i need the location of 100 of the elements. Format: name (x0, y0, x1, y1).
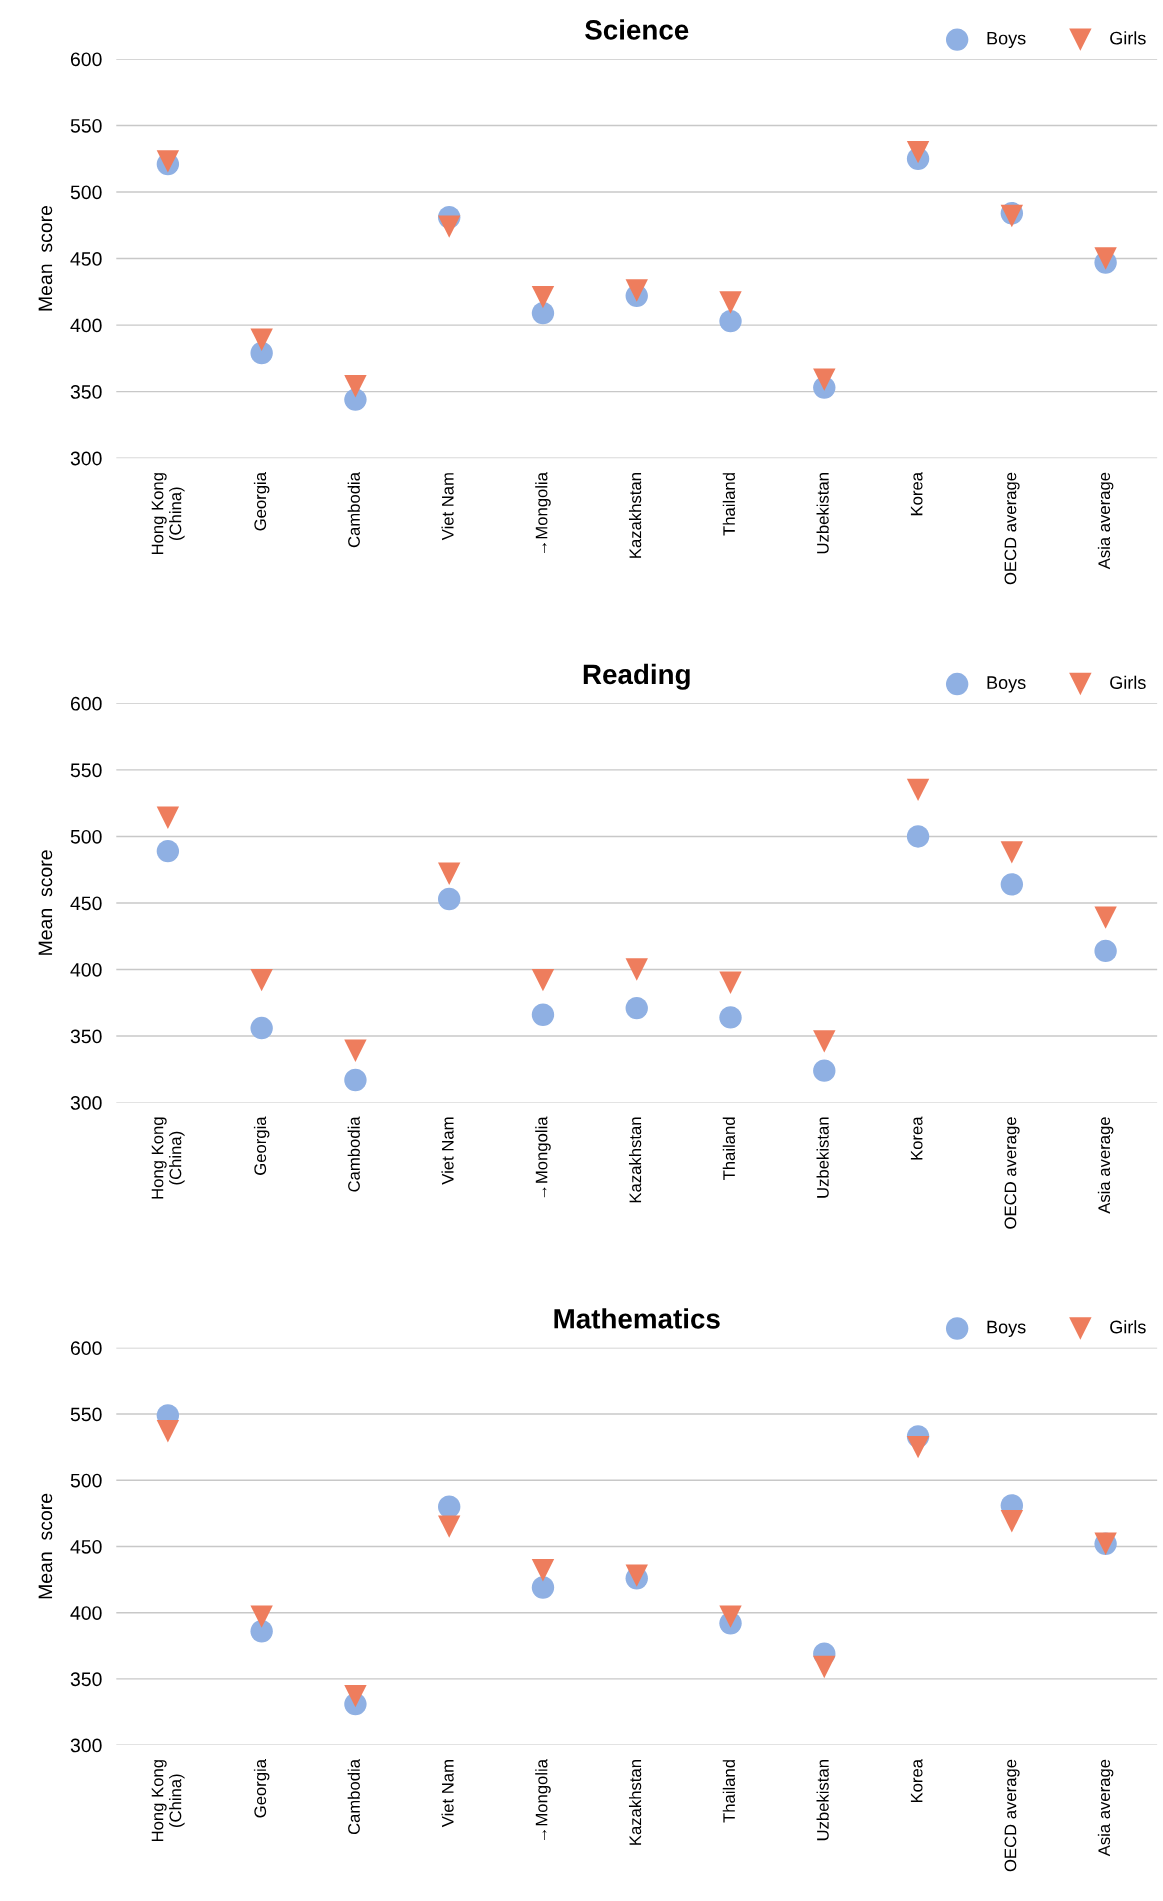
y-tick-label: 500 (70, 1473, 102, 1488)
y-tick-label: 500 (70, 185, 102, 200)
point (438, 215, 461, 238)
x-tick-label: Viet Nam (441, 1117, 454, 1185)
point (625, 996, 648, 1020)
x-tick-label: Cambodia (347, 1759, 360, 1835)
point (344, 1039, 367, 1062)
y-tick-label: 550 (70, 763, 102, 778)
x-tick-label: →Mongolia (535, 1116, 551, 1198)
y-tick-label: 350 (70, 1029, 102, 1044)
point (1094, 906, 1117, 929)
x-tick-label: Georgia (253, 1116, 270, 1175)
x-tick-label: Kazakhstan (628, 1760, 642, 1845)
point (531, 1576, 555, 1599)
chart-title: Reading (583, 663, 690, 690)
point (719, 291, 742, 314)
point (906, 825, 930, 848)
chart-title: Mathematics (554, 1308, 720, 1329)
point (531, 301, 555, 325)
point (1000, 841, 1024, 864)
point (531, 285, 555, 309)
point (719, 309, 742, 333)
point (906, 140, 930, 164)
point (344, 1684, 367, 1708)
y-tick-label: 450 (70, 1539, 102, 1554)
x-tick-label: Hong Kong (China) (151, 473, 185, 555)
point (250, 1620, 273, 1643)
point (719, 1006, 742, 1029)
y-tick-label: 300 (70, 1738, 102, 1753)
legend-label: Boys (987, 676, 1026, 693)
x-tick-label: Korea (910, 1759, 923, 1803)
x-tick-label: OECD average (1004, 1117, 1020, 1229)
x-tick-label: Cambodia (347, 1116, 360, 1192)
x-tick-label: Thailand (722, 1760, 735, 1823)
point (250, 1016, 273, 1040)
x-tick-label: →Mongolia (535, 1759, 551, 1840)
y-axis-title: Mean score (38, 850, 53, 955)
point (438, 1495, 461, 1518)
y-tick-label: 450 (70, 252, 102, 266)
x-tick-label: Georgia (253, 1759, 270, 1818)
x-tick-label: OECD average (1004, 1759, 1020, 1872)
x-tick-label: Cambodia (347, 472, 360, 548)
legend-label: Girls (1110, 31, 1146, 45)
y-tick-label: 600 (70, 1341, 102, 1356)
x-tick-label: Asia average (1097, 1759, 1114, 1857)
point (625, 958, 648, 981)
point (156, 839, 180, 863)
x-tick-label: Thailand (722, 473, 735, 536)
x-tick-label: Viet Nam (441, 1760, 454, 1828)
y-tick-label: 300 (70, 451, 102, 466)
x-tick-label: Uzbekistan (816, 1117, 829, 1198)
y-tick-label: 400 (70, 962, 102, 977)
y-tick-label: 600 (70, 696, 102, 711)
x-tick-label: Uzbekistan (816, 1760, 829, 1841)
y-axis-title: Mean score (38, 1493, 53, 1599)
x-tick-label: Kazakhstan (628, 1117, 642, 1203)
y-tick-label: 450 (70, 896, 102, 911)
chart-title: Science (585, 19, 689, 40)
point (438, 862, 461, 885)
y-tick-label: 550 (70, 1407, 102, 1422)
x-tick-label: Asia average (1097, 1117, 1114, 1214)
point (344, 1068, 367, 1092)
y-tick-label: 600 (70, 52, 102, 67)
point (1000, 873, 1024, 896)
point (156, 1420, 180, 1443)
y-axis-title: Mean score (38, 205, 53, 311)
legend-label: Boys (987, 31, 1026, 49)
x-tick-label: Hong Kong (China) (151, 1760, 185, 1842)
x-tick-label: Uzbekistan (816, 473, 829, 554)
point (438, 887, 461, 911)
x-tick-label: Asia average (1097, 472, 1114, 570)
y-tick-label: 550 (70, 118, 102, 133)
point (531, 968, 555, 992)
point (156, 806, 180, 830)
point (438, 1515, 461, 1538)
legend-label: Girls (1110, 675, 1146, 689)
legend-label: Girls (1110, 1320, 1146, 1334)
x-tick-label: Korea (910, 1116, 923, 1160)
y-tick-label: 400 (70, 1606, 102, 1620)
point (906, 1435, 930, 1459)
point (813, 1059, 836, 1082)
point (250, 328, 273, 351)
y-tick-label: 350 (70, 1672, 102, 1687)
point (531, 1559, 555, 1582)
point (813, 1655, 836, 1679)
x-tick-label: Kazakhstan (628, 473, 642, 558)
point (1094, 939, 1117, 963)
point (625, 279, 648, 302)
x-tick-label: Viet Nam (441, 473, 454, 541)
point (719, 971, 742, 995)
x-tick-label: Georgia (253, 472, 270, 531)
point (813, 368, 836, 391)
point (531, 1003, 555, 1026)
y-tick-label: 350 (70, 385, 102, 399)
y-tick-label: 400 (70, 318, 102, 333)
y-tick-label: 500 (70, 829, 102, 844)
point (1000, 1510, 1024, 1533)
point (250, 1605, 273, 1628)
y-tick-label: 300 (70, 1096, 102, 1110)
x-tick-label: →Mongolia (535, 472, 551, 553)
